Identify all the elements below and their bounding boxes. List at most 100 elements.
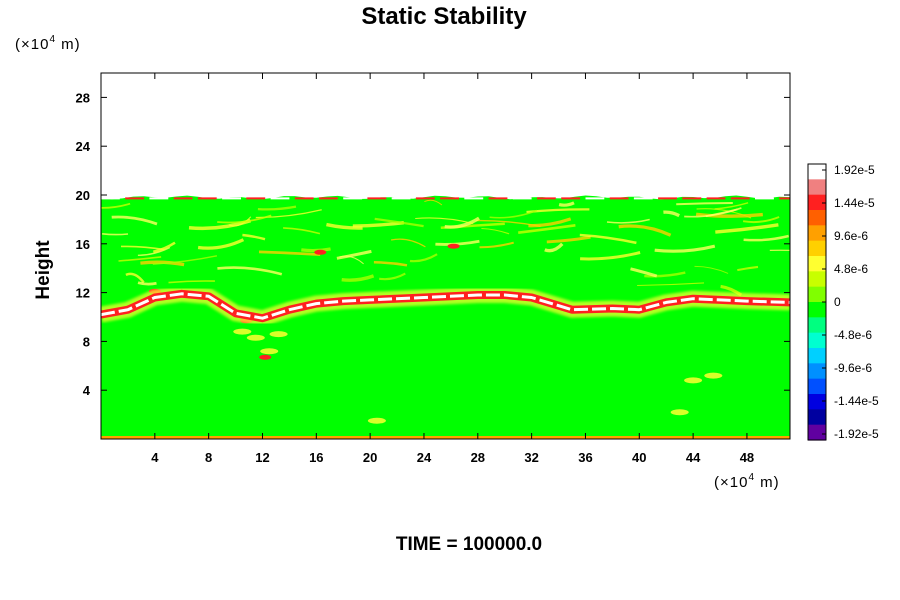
y-tick-label: 4 (83, 383, 91, 398)
stability-spot (447, 243, 460, 249)
field-streak (197, 238, 245, 250)
field-streak (217, 266, 283, 276)
field-streak (435, 239, 480, 246)
x-tick-label: 12 (255, 450, 269, 465)
field-streak (606, 218, 650, 224)
field-streak (695, 212, 763, 218)
y-unit-label: (×104 m) (15, 34, 81, 53)
colorbar-swatch (808, 286, 826, 303)
field-streak (336, 249, 372, 260)
field-streak (742, 216, 780, 224)
lower-perturbation (684, 377, 703, 384)
colorbar-label: -9.6e-6 (834, 361, 872, 375)
field-streak (339, 255, 364, 265)
field-streak (415, 217, 474, 225)
field-streak (424, 199, 443, 206)
field-streak (618, 224, 672, 237)
lower-perturbation (246, 334, 265, 341)
y-tick-label: 20 (76, 188, 90, 203)
field-streak (409, 253, 438, 263)
colorbar: 1.92e-5 1.44e-5 9.6e-6 4.8e-6 0 -4.8e-6 -9.6e-… (807, 163, 879, 441)
field-streak (111, 215, 158, 226)
colorbar-swatch (808, 210, 826, 226)
colorbar-swatch (808, 240, 826, 257)
field-streak (444, 216, 480, 229)
y-tick-label: 28 (76, 90, 90, 105)
field-streak (326, 222, 363, 230)
field-streak (283, 227, 321, 235)
colorbar-swatch (808, 409, 826, 426)
lower-perturbation (260, 348, 279, 355)
stable-layer-core (101, 292, 790, 320)
field-streak (242, 233, 266, 241)
x-tick-label: 16 (309, 450, 323, 465)
field-streak (258, 250, 321, 256)
perturbed-field-region (101, 195, 790, 439)
field-streak (654, 244, 716, 253)
field-streak (373, 261, 408, 267)
y-tick-label: 12 (76, 286, 90, 301)
plot-area (101, 73, 790, 439)
x-tick-label: 48 (740, 450, 754, 465)
field-streak (528, 217, 572, 228)
field-streak (125, 272, 145, 284)
colorbar-swatch (808, 302, 826, 318)
colorbar-swatch (808, 363, 826, 380)
field-streak (737, 265, 759, 272)
stability-spot (259, 354, 272, 360)
field-streak (137, 246, 171, 257)
colorbar-swatch (808, 378, 826, 395)
field-streak (379, 272, 406, 281)
field-streak (743, 234, 790, 242)
y-tick-label: 24 (76, 139, 91, 154)
field-streak (544, 242, 564, 253)
colorbar-swatch (808, 317, 826, 334)
colorbar-label: -4.8e-6 (834, 328, 872, 342)
field-streak (558, 201, 575, 207)
colorbar-label: -1.92e-5 (834, 427, 879, 441)
x-tick-label: 20 (363, 450, 377, 465)
field-streak (140, 260, 185, 267)
y-axis-label: Height (33, 240, 54, 300)
field-streak (546, 235, 591, 244)
colorbar-swatch (808, 332, 826, 349)
colorbar-frame (807, 163, 827, 441)
x-tick-label: 40 (632, 450, 646, 465)
field-streak (301, 247, 331, 253)
field-streak (676, 202, 733, 206)
lower-perturbation (704, 372, 723, 379)
field-streak (684, 207, 742, 218)
x-unit-label: (×104 m) (714, 472, 780, 491)
field-streak (479, 241, 514, 249)
field-streak (714, 202, 749, 210)
field-streak (228, 216, 252, 227)
field-streak (518, 223, 576, 235)
surface-line (101, 436, 790, 439)
field-streak (630, 267, 658, 278)
colorbar-swatch (808, 194, 826, 211)
field-streak (217, 214, 272, 224)
x-tick-label: 28 (471, 450, 485, 465)
colorbar-label: 1.44e-5 (834, 196, 875, 210)
colorbar-label: 0 (834, 295, 841, 309)
field-streak (390, 238, 426, 248)
x-tick-label: 8 (205, 450, 212, 465)
stable-layer-band (101, 285, 790, 327)
colorbar-swatch (808, 225, 826, 242)
field-streak (137, 281, 157, 286)
field-streak (153, 241, 176, 254)
lower-perturbation (367, 417, 386, 424)
x-tick-label: 4 (151, 450, 159, 465)
field-streak (102, 233, 129, 236)
y-tick-label: 8 (83, 334, 90, 349)
plot-frame (100, 72, 791, 440)
colorbar-swatch (808, 164, 826, 180)
colorbar-swatch (808, 271, 826, 288)
field-streak (637, 282, 705, 287)
field-streak (769, 249, 790, 251)
x-tick-label: 36 (578, 450, 592, 465)
x-tick-label: 44 (686, 450, 701, 465)
time-label: TIME = 100000.0 (396, 534, 542, 555)
field-streak (644, 271, 686, 278)
